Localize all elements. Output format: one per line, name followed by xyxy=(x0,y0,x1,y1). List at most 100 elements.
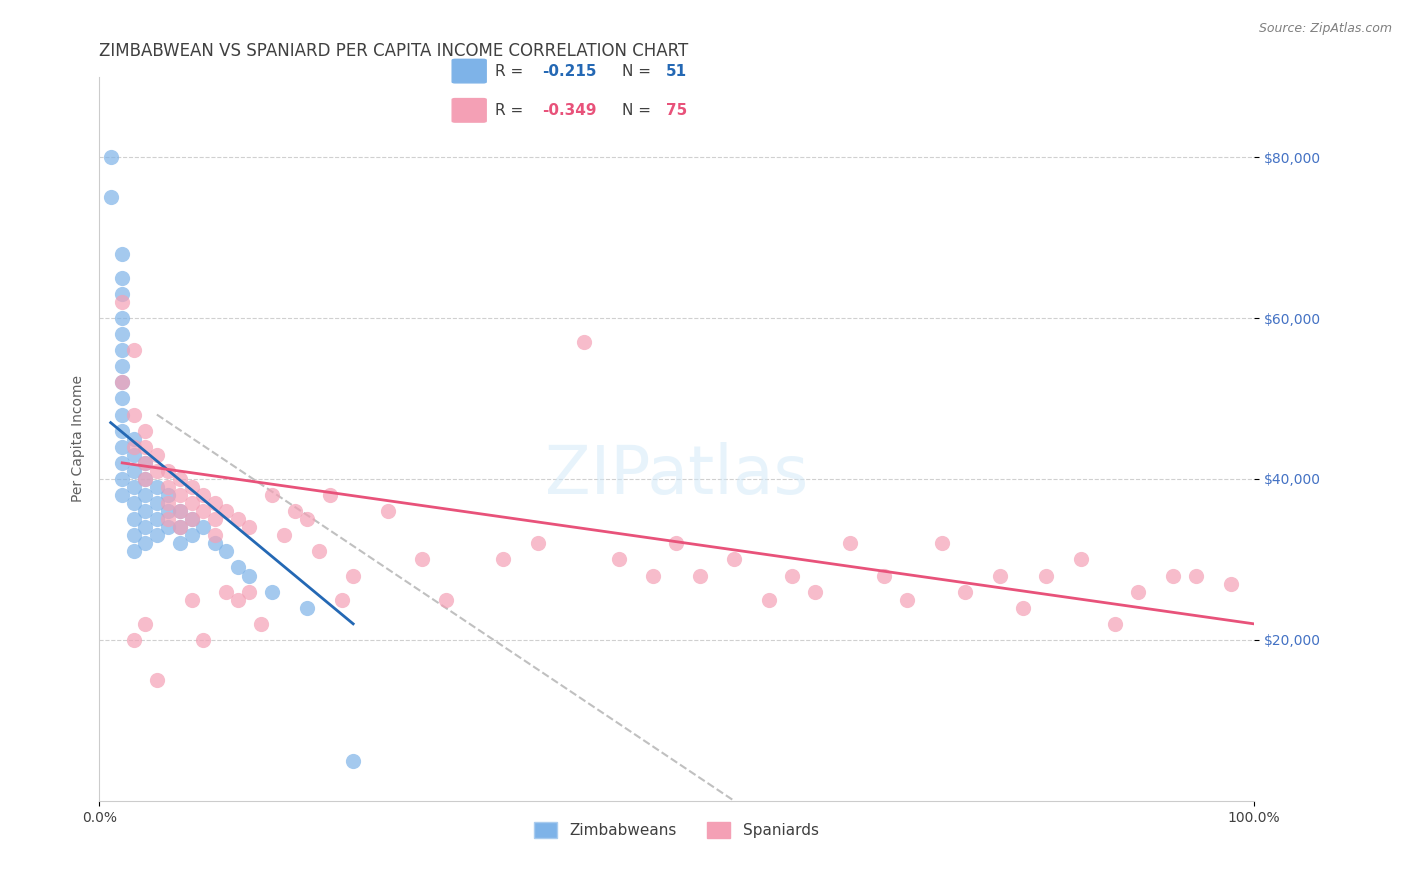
Point xyxy=(122,480,145,494)
Point xyxy=(111,359,134,374)
Point xyxy=(169,504,191,518)
Y-axis label: Per Capita Income: Per Capita Income xyxy=(72,376,86,502)
Point xyxy=(146,480,169,494)
Point xyxy=(169,520,191,534)
Point xyxy=(169,472,191,486)
Point xyxy=(238,584,260,599)
Point xyxy=(191,632,214,647)
Point xyxy=(215,584,238,599)
Point xyxy=(134,424,156,438)
Point xyxy=(111,440,134,454)
Point xyxy=(308,544,330,558)
Point xyxy=(146,464,169,478)
Point xyxy=(342,754,364,768)
Point xyxy=(273,528,295,542)
Point xyxy=(111,488,134,502)
Point xyxy=(295,512,318,526)
Point xyxy=(134,440,156,454)
Point xyxy=(157,496,180,510)
Point xyxy=(111,270,134,285)
Point xyxy=(780,568,803,582)
Text: 51: 51 xyxy=(665,63,686,78)
Point xyxy=(238,568,260,582)
Point xyxy=(758,592,780,607)
Point xyxy=(169,520,191,534)
Point xyxy=(122,448,145,462)
Point xyxy=(191,488,214,502)
Point xyxy=(226,592,249,607)
Point xyxy=(689,568,711,582)
Point xyxy=(249,616,271,631)
Point xyxy=(319,488,342,502)
FancyBboxPatch shape xyxy=(453,59,486,83)
Point xyxy=(111,343,134,358)
Point xyxy=(134,488,156,502)
Point xyxy=(180,480,202,494)
Point xyxy=(122,343,145,358)
Text: R =: R = xyxy=(495,103,523,118)
Point xyxy=(122,440,145,454)
Point xyxy=(169,488,191,502)
Point xyxy=(122,544,145,558)
Point xyxy=(873,568,896,582)
Point xyxy=(157,520,180,534)
Point xyxy=(295,600,318,615)
Point xyxy=(411,552,433,566)
Point xyxy=(643,568,665,582)
Point xyxy=(100,190,122,204)
Point xyxy=(157,480,180,494)
Point xyxy=(191,504,214,518)
Point xyxy=(191,520,214,534)
Point xyxy=(122,632,145,647)
Point xyxy=(1128,584,1150,599)
Point xyxy=(492,552,515,566)
Point xyxy=(226,512,249,526)
Point xyxy=(804,584,827,599)
Point xyxy=(122,432,145,446)
Point xyxy=(111,392,134,406)
Point xyxy=(215,544,238,558)
Point xyxy=(1012,600,1035,615)
Point xyxy=(111,376,134,390)
Point xyxy=(111,424,134,438)
Point xyxy=(122,496,145,510)
Point xyxy=(180,496,202,510)
Point xyxy=(1104,616,1126,631)
Point xyxy=(377,504,399,518)
Point xyxy=(665,536,688,550)
Point xyxy=(111,311,134,326)
Text: ZIMBABWEAN VS SPANIARD PER CAPITA INCOME CORRELATION CHART: ZIMBABWEAN VS SPANIARD PER CAPITA INCOME… xyxy=(100,42,689,60)
Point xyxy=(146,673,169,688)
Point xyxy=(226,560,249,574)
Point xyxy=(134,456,156,470)
Point xyxy=(1185,568,1208,582)
Point xyxy=(146,512,169,526)
Point xyxy=(134,472,156,486)
Point xyxy=(111,246,134,260)
Point xyxy=(122,464,145,478)
Point xyxy=(157,512,180,526)
Text: -0.349: -0.349 xyxy=(541,103,596,118)
Legend: Zimbabweans, Spaniards: Zimbabweans, Spaniards xyxy=(529,815,825,844)
Point xyxy=(122,528,145,542)
Point xyxy=(180,512,202,526)
Text: -0.215: -0.215 xyxy=(541,63,596,78)
Point xyxy=(215,504,238,518)
Point xyxy=(180,528,202,542)
Point xyxy=(134,616,156,631)
Point xyxy=(134,520,156,534)
Point xyxy=(723,552,745,566)
Point xyxy=(111,294,134,309)
Point xyxy=(146,496,169,510)
Point xyxy=(134,456,156,470)
Point xyxy=(157,464,180,478)
Point xyxy=(134,536,156,550)
Text: Source: ZipAtlas.com: Source: ZipAtlas.com xyxy=(1258,22,1392,36)
Point xyxy=(204,528,226,542)
Point xyxy=(111,286,134,301)
Point xyxy=(204,496,226,510)
Point xyxy=(122,408,145,422)
Point xyxy=(157,504,180,518)
Point xyxy=(122,512,145,526)
Point xyxy=(157,488,180,502)
